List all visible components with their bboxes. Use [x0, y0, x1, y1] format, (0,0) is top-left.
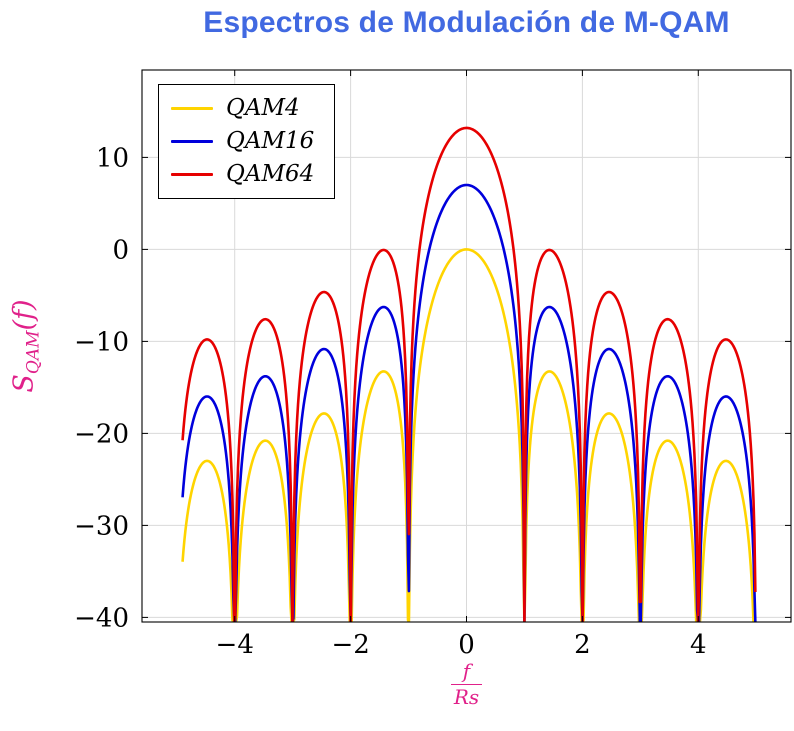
svg-text:−20: −20 — [74, 419, 129, 449]
legend-line-icon — [171, 173, 213, 176]
legend-item-qam4: QAM4 — [171, 97, 314, 120]
svg-text:−2: −2 — [331, 630, 369, 660]
svg-text:10: 10 — [96, 143, 129, 173]
legend-label: QAM4 — [226, 95, 300, 121]
y-label-subscript: QAM — [23, 330, 44, 375]
svg-text:−30: −30 — [74, 511, 129, 541]
legend-item-qam16: QAM16 — [171, 130, 314, 153]
legend-item-qam64: QAM64 — [171, 163, 314, 186]
fraction-bar — [450, 684, 483, 685]
legend: QAM4 QAM16 QAM64 — [158, 84, 336, 199]
svg-text:0: 0 — [458, 630, 475, 660]
x-label-numerator: f — [462, 659, 471, 683]
legend-line-icon — [171, 140, 213, 143]
legend-line-icon — [171, 107, 213, 110]
svg-text:4: 4 — [690, 630, 707, 660]
legend-label: QAM64 — [226, 161, 315, 187]
y-label-base: S — [8, 374, 40, 393]
x-label-fraction: f Rs — [450, 659, 483, 709]
svg-text:2: 2 — [574, 630, 591, 660]
y-axis-label: SQAM(f) — [8, 299, 43, 392]
svg-text:0: 0 — [112, 235, 129, 265]
svg-text:−40: −40 — [74, 603, 129, 633]
svg-text:−10: −10 — [74, 327, 129, 357]
x-axis-label: f Rs — [142, 660, 791, 709]
x-label-denominator: Rs — [453, 685, 480, 709]
y-label-rest: (f) — [8, 299, 40, 331]
svg-text:−4: −4 — [216, 630, 254, 660]
chart-title: Espectros de Modulación de M-QAM — [203, 6, 730, 39]
legend-label: QAM16 — [226, 128, 315, 154]
